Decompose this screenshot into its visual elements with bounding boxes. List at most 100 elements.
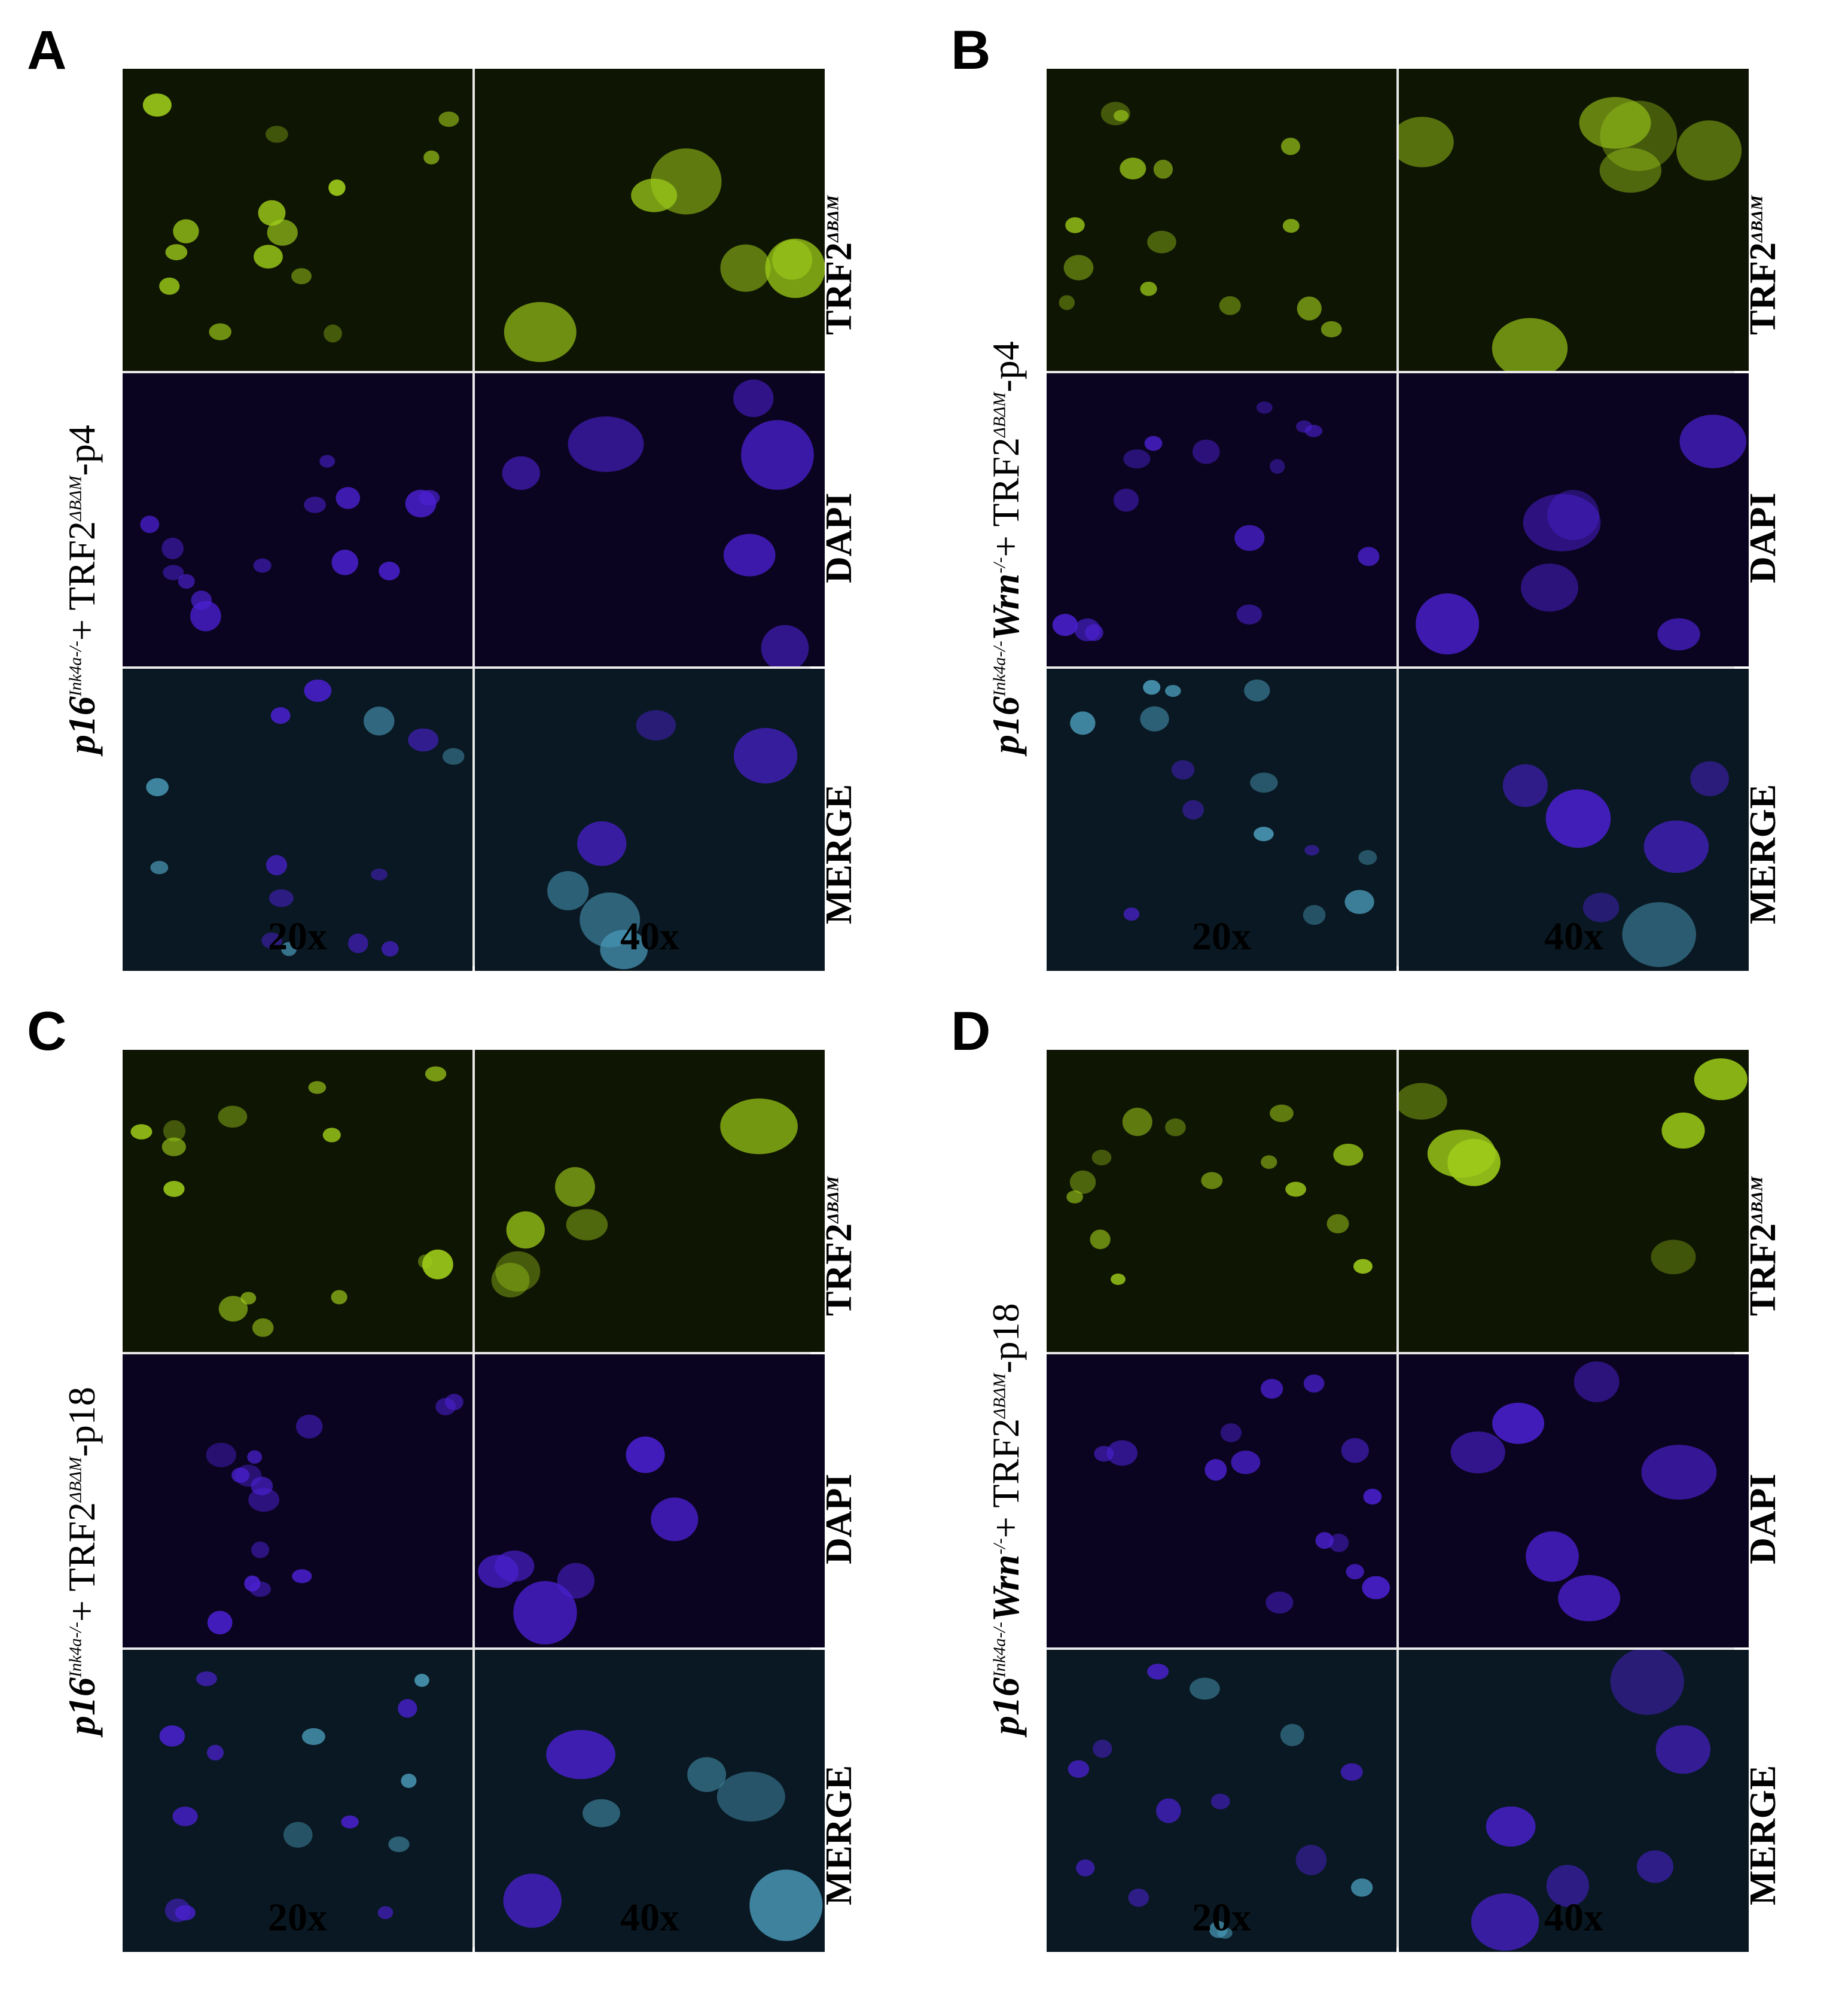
nucleus [269,889,294,907]
nucleus [1694,1058,1748,1101]
genotype-passage: -p4 [984,341,1027,392]
nucleus [1523,494,1601,552]
nucleus [295,1414,323,1439]
channel-label-sup: ΔBΔM [1748,195,1767,242]
nucleus [513,1580,577,1644]
nucleus [1122,1107,1152,1137]
nucleus [265,126,288,143]
nucleus [1210,1793,1230,1810]
nucleus [1111,1274,1126,1286]
channel-label-text: TRF2 [1743,242,1783,335]
nucleus [371,869,388,881]
divider-horizontal [1047,371,1734,373]
nucleus [328,179,346,196]
micrograph-trf2-40x [475,1050,825,1352]
nucleus [1344,890,1374,914]
nucleus [1091,1149,1112,1166]
channel-label-merge: MERGE [1742,1765,1785,1905]
nucleus [1636,1850,1673,1883]
micrograph-merge-20x [1047,669,1396,971]
channel-label-text: TRF2 [1743,1223,1783,1316]
nucleus [422,1249,453,1280]
divider-horizontal [1047,1647,1734,1650]
nucleus [1254,827,1274,842]
nucleus [266,855,288,876]
micrograph-merge-40x [1399,1650,1749,1952]
nucleus [1153,160,1173,179]
nucleus [1113,488,1139,512]
nucleus [1171,760,1195,780]
channel-label-merge: MERGE [818,1765,861,1905]
channel-label-text: TRF2 [819,242,859,335]
genotype-passage: -p18 [984,1303,1027,1373]
figure-panel-c: C TRF2ΔBΔM DAPI MERGE 20x 40x p16Ink4a-/-+ TRF… [0,981,924,1962]
nucleus [1358,850,1377,865]
channel-label-sup: ΔBΔM [824,195,843,242]
genotype-allele: Ink4a-/- [66,1622,86,1677]
channel-label-dapi: DAPI [1742,1473,1785,1564]
nucleus [1303,1374,1325,1393]
nucleus [1144,435,1163,451]
channel-label-sup: ΔBΔM [1748,1176,1767,1223]
nucleus [651,1497,699,1542]
nucleus [506,1211,545,1249]
nucleus [308,1081,327,1094]
nucleus [495,1550,535,1582]
nucleus [1244,679,1270,702]
micrograph-merge-40x [475,1650,825,1952]
micrograph-dapi-40x [1399,1354,1749,1647]
genotype-mid-sup: -/- [990,1538,1010,1555]
nucleus [1140,706,1169,732]
nucleus [1643,820,1709,873]
nucleus [161,1137,187,1156]
genotype-middle: Wrn [984,573,1027,641]
nucleus [761,625,809,666]
nucleus [1492,318,1568,371]
nucleus [1526,1531,1579,1582]
nucleus [1329,1533,1349,1552]
genotype-construct: + TRF2 [984,437,1027,558]
nucleus [1326,1214,1349,1233]
genotype-construct: + TRF2 [60,1501,103,1622]
nucleus [283,1822,313,1848]
micrograph-trf2-40x [1399,69,1749,371]
nucleus [1231,1450,1261,1475]
nucleus [1486,1806,1536,1847]
divider-vertical [472,1050,475,1947]
nucleus [1399,117,1454,167]
channel-label-trf2: TRF2ΔBΔM [818,196,861,335]
channel-label-text: DAPI [819,492,859,583]
genotype-label: p16Ink4a-/-Wrn-/-+ TRF2ΔBΔM-p18 [984,1303,1028,1735]
nucleus [414,1673,429,1687]
nucleus [1068,1760,1090,1778]
nucleus [1123,907,1140,921]
nucleus [1204,1459,1227,1481]
channel-label-trf2: TRF2ΔBΔM [1742,1177,1785,1316]
nucleus [405,489,437,517]
genotype-allele: Ink4a-/- [66,641,86,696]
nucleus [1416,593,1480,654]
nucleus [1063,255,1094,281]
nucleus [600,930,648,970]
channel-label-sup: ΔBΔM [824,1176,843,1223]
divider-horizontal [123,1352,810,1354]
nucleus [1610,1650,1684,1715]
micrograph-dapi-20x [1047,373,1396,666]
nucleus [292,1569,312,1583]
nucleus [248,1488,280,1512]
micrograph-trf2-40x [475,69,825,371]
nucleus [720,244,771,292]
nucleus [650,148,722,215]
micrograph-grid [1047,69,1749,971]
nucleus [1220,1423,1242,1442]
nucleus [258,200,286,226]
nucleus [1147,1664,1169,1680]
channel-label-text: MERGE [1743,1765,1783,1905]
nucleus [1333,1143,1364,1166]
nucleus [301,1728,325,1746]
nucleus [720,1098,798,1155]
nucleus [324,324,342,343]
genotype-allele: Ink4a-/- [990,1622,1010,1677]
micrograph-merge-40x [1399,669,1749,971]
nucleus [196,1671,217,1686]
